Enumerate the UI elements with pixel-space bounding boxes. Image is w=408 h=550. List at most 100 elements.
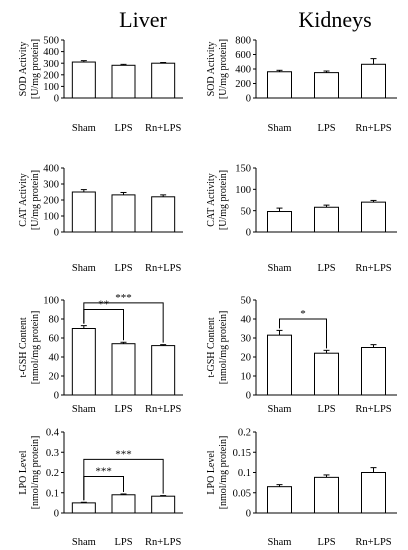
bar-sham bbox=[71, 502, 96, 514]
y-axis-label: CAT Activity[U/mg protein] bbox=[18, 170, 41, 230]
category-label: Sham bbox=[268, 404, 292, 415]
y-tick-label: 500 bbox=[43, 36, 59, 47]
bar-lps bbox=[314, 206, 339, 233]
y-tick-label: 0 bbox=[246, 94, 251, 105]
y-tick-label: 400 bbox=[43, 164, 59, 175]
chart-panel: 0 50 100 150 CAT Activity[U/mg protein] Sham L… bbox=[206, 164, 397, 274]
category-label: Rn+LPS bbox=[145, 537, 181, 548]
bar-lps bbox=[111, 64, 136, 99]
chart-panel: 0 10 20 30 40 50 t-GSH Content[nmol/mg protein… bbox=[206, 296, 397, 415]
y-tick-label: 40 bbox=[241, 315, 252, 326]
significance-bracket bbox=[83, 302, 164, 343]
bar-lps bbox=[111, 343, 136, 396]
y-axis-label-line: t-GSH Content bbox=[18, 317, 29, 378]
category-label: LPS bbox=[114, 263, 132, 274]
y-axis-label: CAT Activity[U/mg protein] bbox=[206, 170, 229, 230]
y-tick-label: 600 bbox=[235, 50, 251, 61]
column-title-kidneys: Kidneys bbox=[298, 7, 371, 32]
y-axis-label-line: SOD Activity bbox=[206, 42, 217, 97]
y-tick-label: 0.05 bbox=[233, 488, 251, 499]
y-tick-label: 0.1 bbox=[46, 488, 59, 499]
category-label: Sham bbox=[72, 263, 96, 274]
y-tick-label: 80 bbox=[49, 315, 60, 326]
y-axis-label-line: t-GSH Content bbox=[206, 317, 217, 378]
y-tick-label: 0 bbox=[54, 228, 59, 239]
bar-rn-lps bbox=[361, 472, 386, 514]
significance-label: *** bbox=[115, 292, 132, 304]
category-label: Sham bbox=[268, 537, 292, 548]
y-tick-label: 50 bbox=[241, 296, 252, 307]
y-tick-label: 200 bbox=[43, 70, 59, 81]
chart-panel: 0 0.05 0.1 0.15 0.2 LPO Level[nmol/mg protein… bbox=[206, 428, 397, 548]
bar-rn-lps bbox=[361, 63, 386, 99]
y-axis-label-line: CAT Activity bbox=[18, 173, 29, 226]
y-tick-label: 400 bbox=[43, 47, 59, 58]
bar-sham bbox=[71, 191, 96, 233]
bar-sham bbox=[71, 61, 96, 99]
y-axis-label-line: [U/mg protein] bbox=[30, 39, 41, 99]
y-axis-label: t-GSH Content[nmol/mg protein] bbox=[206, 311, 229, 385]
category-label: LPS bbox=[317, 263, 335, 274]
category-label: LPS bbox=[114, 404, 132, 415]
y-tick-label: 0.2 bbox=[238, 428, 251, 439]
bar-lps bbox=[111, 194, 136, 233]
category-label: Sham bbox=[268, 263, 292, 274]
y-tick-label: 0.1 bbox=[238, 468, 251, 479]
y-tick-label: 60 bbox=[49, 334, 60, 345]
y-axis-label-line: LPO Level bbox=[18, 450, 29, 494]
bar-rn-lps bbox=[151, 495, 176, 514]
bar-lps bbox=[314, 352, 339, 396]
significance-bracket bbox=[83, 458, 164, 501]
category-label: Rn+LPS bbox=[145, 404, 181, 415]
category-label: Rn+LPS bbox=[145, 123, 181, 134]
significance-label: *** bbox=[115, 448, 132, 460]
y-tick-label: 200 bbox=[43, 196, 59, 207]
category-label: Rn+LPS bbox=[355, 404, 391, 415]
bar-rn-lps bbox=[151, 345, 176, 396]
y-tick-label: 0 bbox=[54, 509, 59, 520]
bar-rn-lps bbox=[151, 196, 176, 233]
category-label: LPS bbox=[114, 537, 132, 548]
bar-rn-lps bbox=[361, 201, 386, 233]
y-tick-label: 100 bbox=[43, 82, 59, 93]
y-axis-label-line: [U/mg protein] bbox=[218, 39, 229, 99]
category-label: Sham bbox=[268, 123, 292, 134]
y-axis-label: SOD Activity[U/mg protein] bbox=[18, 39, 41, 99]
category-label: Sham bbox=[72, 537, 96, 548]
category-label: LPS bbox=[114, 123, 132, 134]
category-label: Rn+LPS bbox=[355, 123, 391, 134]
y-tick-label: 800 bbox=[235, 36, 251, 47]
bar-sham bbox=[267, 71, 292, 99]
significance-label: ** bbox=[98, 299, 109, 311]
significance-label: * bbox=[300, 308, 306, 320]
y-tick-label: 150 bbox=[235, 164, 251, 175]
bar-sham bbox=[267, 486, 292, 514]
bar-sham bbox=[71, 328, 96, 396]
y-axis-label-line: [nmol/mg protein] bbox=[30, 311, 41, 385]
y-tick-label: 200 bbox=[235, 79, 251, 90]
y-tick-label: 100 bbox=[43, 212, 59, 223]
column-title-liver: Liver bbox=[119, 7, 167, 32]
y-axis-label-line: CAT Activity bbox=[206, 173, 217, 226]
y-axis-label: LPO Level[nmol/mg protein] bbox=[18, 436, 41, 510]
category-label: LPS bbox=[317, 537, 335, 548]
y-tick-label: 300 bbox=[43, 180, 59, 191]
y-tick-label: 40 bbox=[49, 353, 60, 364]
y-tick-label: 30 bbox=[241, 334, 252, 345]
bar-lps bbox=[314, 72, 339, 99]
y-tick-label: 0 bbox=[246, 228, 251, 239]
significance-bracket bbox=[279, 318, 327, 349]
y-tick-label: 100 bbox=[43, 296, 59, 307]
y-axis-label-line: [nmol/mg protein] bbox=[30, 436, 41, 510]
category-label: Rn+LPS bbox=[355, 263, 391, 274]
y-tick-label: 0.2 bbox=[46, 468, 59, 479]
y-tick-label: 0.15 bbox=[233, 448, 251, 459]
bar-sham bbox=[267, 334, 292, 396]
category-label: Rn+LPS bbox=[355, 537, 391, 548]
